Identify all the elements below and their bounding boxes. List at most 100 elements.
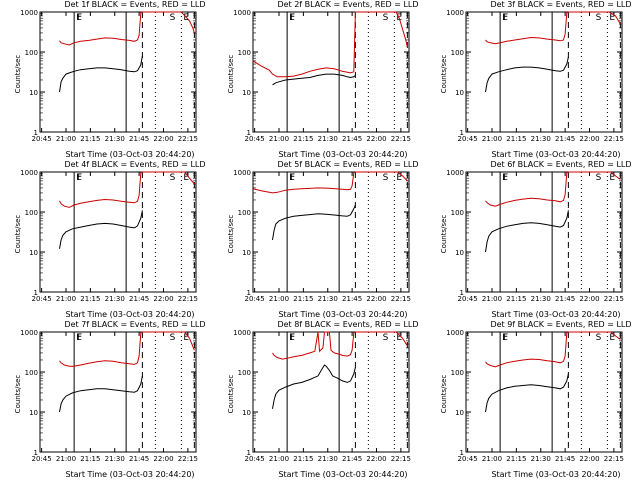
y-axis-label: Counts/sec bbox=[227, 54, 235, 94]
x-tick-label: 21:15 bbox=[293, 295, 313, 303]
x-tick-label: 20:45 bbox=[245, 295, 265, 303]
x-axis-label: Start Time (03-Oct-03 20:44:20) bbox=[65, 470, 195, 479]
marker-label: S bbox=[383, 333, 389, 343]
panel-title: Det 8f BLACK = Events, RED = LLD bbox=[277, 320, 419, 329]
y-tick-label: 1000 bbox=[446, 169, 464, 177]
axis-frame bbox=[252, 171, 410, 293]
y-axis-label: Counts/sec bbox=[14, 374, 22, 414]
series-line-events bbox=[59, 210, 143, 249]
axis-frame bbox=[465, 331, 623, 453]
x-tick-label: 21:30 bbox=[531, 455, 551, 463]
x-tick-label: 21:30 bbox=[318, 135, 338, 143]
x-axis-label: Start Time (03-Oct-03 20:44:20) bbox=[278, 470, 408, 479]
marker-label: E bbox=[289, 173, 295, 183]
series-line-events bbox=[485, 56, 569, 93]
series-line-lld bbox=[59, 11, 195, 46]
series-line-events bbox=[59, 375, 143, 413]
series-line-lld bbox=[485, 171, 621, 207]
x-tick-label: 20:45 bbox=[245, 135, 265, 143]
marker-label: F bbox=[503, 333, 508, 343]
x-tick-label: 21:15 bbox=[293, 455, 313, 463]
y-tick-label: 10 bbox=[455, 409, 464, 417]
axis-frame bbox=[465, 11, 623, 133]
y-tick-label: 100 bbox=[451, 209, 464, 217]
x-tick-label: 20:45 bbox=[32, 455, 52, 463]
x-tick-label: 21:00 bbox=[269, 455, 289, 463]
x-tick-label: 20:45 bbox=[32, 135, 52, 143]
panel-title: Det 1f BLACK = Events, RED = LLD bbox=[64, 0, 206, 9]
series-line-lld bbox=[59, 171, 195, 208]
x-tick-label: 21:15 bbox=[80, 455, 100, 463]
x-tick-label: 21:45 bbox=[342, 135, 362, 143]
y-tick-label: 1 bbox=[34, 129, 38, 137]
panel-plot: 1 10 100 1000 20:45 21:00 21:15 21:30 21:45 22:00… bbox=[20, 9, 198, 143]
x-tick-label: 20:45 bbox=[245, 455, 265, 463]
y-tick-label: 100 bbox=[451, 49, 464, 57]
x-tick-label: 21:15 bbox=[80, 295, 100, 303]
series-line-lld bbox=[485, 11, 621, 45]
marker-label: E bbox=[183, 333, 189, 343]
x-tick-label: 22:00 bbox=[153, 295, 173, 303]
y-tick-label: 10 bbox=[29, 409, 38, 417]
x-tick-label: 21:45 bbox=[129, 295, 149, 303]
x-tick-label: 22:15 bbox=[604, 135, 624, 143]
detector-panel: Det 4f BLACK = Events, RED = LLD 1 10 100 10… bbox=[0, 160, 213, 320]
detector-panel: Det 6f BLACK = Events, RED = LLD 1 10 100 10… bbox=[426, 160, 639, 320]
x-tick-label: 21:00 bbox=[56, 455, 76, 463]
series-line-events bbox=[272, 73, 356, 86]
y-axis-label: Counts/sec bbox=[440, 54, 448, 94]
marker-label: E bbox=[76, 333, 82, 343]
panel-title: Det 3f BLACK = Events, RED = LLD bbox=[490, 0, 632, 9]
series-line-lld bbox=[272, 331, 408, 360]
marker-label: E bbox=[609, 13, 615, 23]
axis-frame bbox=[39, 171, 197, 293]
series-line-events bbox=[485, 373, 569, 413]
x-tick-label: 21:00 bbox=[482, 455, 502, 463]
y-tick-label: 100 bbox=[238, 209, 251, 217]
marker-label: E bbox=[609, 173, 615, 183]
x-tick-label: 21:30 bbox=[105, 135, 125, 143]
detector-panel: Det 5f BLACK = Events, RED = LLD 1 10 100 10… bbox=[213, 160, 426, 320]
marker-label: E bbox=[289, 13, 295, 23]
axis-frame bbox=[39, 331, 197, 453]
marker-label: F bbox=[290, 173, 295, 183]
series-line-lld bbox=[252, 11, 408, 78]
y-tick-label: 1 bbox=[460, 289, 464, 297]
marker-label: S bbox=[170, 333, 176, 343]
x-tick-label: 21:45 bbox=[129, 455, 149, 463]
y-tick-label: 1 bbox=[247, 289, 251, 297]
series-line-lld bbox=[485, 331, 621, 368]
x-tick-label: 22:00 bbox=[579, 135, 599, 143]
y-axis-label: Counts/sec bbox=[14, 214, 22, 254]
y-axis-label: Counts/sec bbox=[14, 54, 22, 94]
x-tick-label: 20:45 bbox=[458, 295, 478, 303]
series-line-events bbox=[59, 55, 143, 93]
panel-title: Det 7f BLACK = Events, RED = LLD bbox=[64, 320, 206, 329]
series-line-events bbox=[272, 204, 356, 241]
x-tick-label: 21:30 bbox=[318, 455, 338, 463]
marker-label: E bbox=[289, 333, 295, 343]
series-line-lld bbox=[252, 171, 408, 194]
x-axis-label: Start Time (03-Oct-03 20:44:20) bbox=[491, 470, 621, 479]
y-tick-label: 100 bbox=[451, 369, 464, 377]
x-tick-label: 21:30 bbox=[531, 295, 551, 303]
marker-label: E bbox=[183, 173, 189, 183]
x-tick-label: 22:15 bbox=[391, 455, 411, 463]
x-tick-label: 22:15 bbox=[391, 295, 411, 303]
y-tick-label: 1000 bbox=[20, 329, 38, 337]
y-tick-label: 100 bbox=[238, 369, 251, 377]
panel-plot: 1 10 100 1000 20:45 21:00 21:15 21:30 21:45 22:00… bbox=[446, 9, 624, 143]
y-tick-label: 10 bbox=[242, 249, 251, 257]
x-tick-label: 20:45 bbox=[458, 135, 478, 143]
axis-frame bbox=[39, 11, 197, 133]
x-tick-label: 21:15 bbox=[506, 295, 526, 303]
x-tick-label: 21:30 bbox=[318, 295, 338, 303]
y-tick-label: 1 bbox=[247, 449, 251, 457]
detector-panel: Det 1f BLACK = Events, RED = LLD 1 10 100 10… bbox=[0, 0, 213, 160]
y-tick-label: 1000 bbox=[233, 329, 251, 337]
marker-label: S bbox=[596, 13, 602, 23]
x-tick-label: 22:00 bbox=[579, 455, 599, 463]
marker-label: E bbox=[609, 333, 615, 343]
marker-label: E bbox=[502, 173, 508, 183]
detector-panel: Det 9f BLACK = Events, RED = LLD 1 10 100 10… bbox=[426, 320, 639, 480]
